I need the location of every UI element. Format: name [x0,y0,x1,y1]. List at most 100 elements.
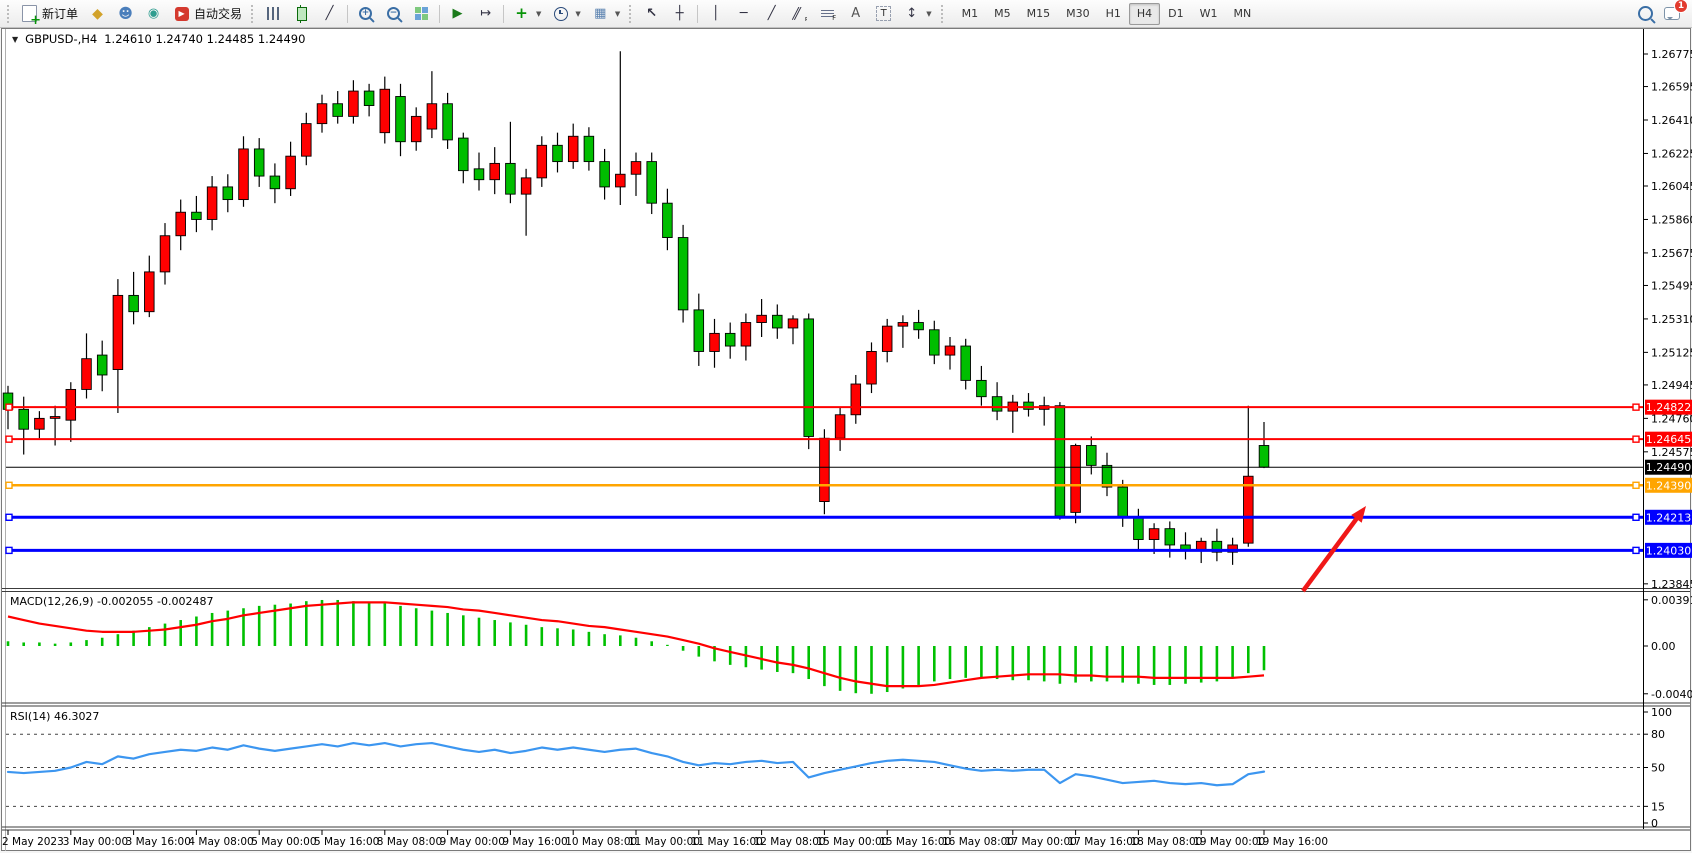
hline-handle[interactable] [1632,435,1640,443]
auto-trading-label: 自动交易 [194,7,243,21]
candle-down [18,408,29,430]
hline-handle[interactable] [5,435,13,443]
price-badge-label: 1.24490 [1646,461,1692,474]
text-label-button[interactable]: T [870,2,897,26]
horizontal-line-button[interactable]: ─ [730,2,757,26]
zoom-out-button[interactable]: − [380,2,407,26]
candlestick-chart-button[interactable] [288,2,315,26]
candle-down [991,396,1003,412]
time-axis-label: 5 May 16:00 [314,836,379,848]
channel-button[interactable]: ╱╱ E [786,2,813,26]
timeframe-M15[interactable]: M15 [1026,7,1051,20]
search-icon[interactable] [1638,6,1653,21]
hline-handle[interactable] [5,546,13,555]
tile-windows-button[interactable] [408,2,435,26]
candle-down [1086,445,1097,466]
toolbar-grip[interactable] [940,4,946,23]
toolbar-grip[interactable] [7,4,12,23]
price-badge-label: 1.24822 [1646,401,1692,414]
price-badge-support-2 [1645,542,1692,558]
svg-text:1.25310: 1.25310 [1651,313,1692,326]
candle-down [191,211,202,220]
candle-down [662,202,673,238]
new-order-icon [22,5,41,27]
auto-trading-button[interactable]: ▶ 自动交易 [168,2,247,26]
arrows-button[interactable]: ↕ ▼ [898,2,936,26]
toolbar-grip[interactable] [629,4,634,23]
time-axis-label: 17 May 16:00 [1068,836,1140,848]
horizontal-lines[interactable]: 1.24822 1.24645 1.24490 1.24390 1.24213 1.240… [5,399,1692,558]
fibonacci-icon: F [821,8,836,22]
timeframe-M1[interactable]: M1 [961,7,979,20]
auto-scroll-button[interactable]: ▶ [444,2,471,26]
candle-up [615,173,626,188]
text-button[interactable]: A [842,2,869,26]
periods-button[interactable]: ▼ [547,2,585,26]
timeframe-M5[interactable]: M5 [994,7,1011,20]
zoom-in-button[interactable]: + [352,2,379,26]
hline-handle[interactable] [1632,513,1640,521]
cursor-button[interactable]: ↖ [638,2,665,26]
price-badge-resistance-1 [1645,399,1692,415]
candle-down [583,135,595,163]
annotation-arrow[interactable] [1301,506,1366,593]
svg-text:1.25125: 1.25125 [1651,346,1692,359]
vertical-line-button[interactable]: │ [702,2,729,26]
timeframe-H1[interactable]: H1 [1105,7,1121,20]
candle-up [834,414,846,439]
timeframe-M30[interactable]: M30 [1066,7,1090,20]
candlestick-icon [296,4,307,23]
chart-title: ▼ GBPUSD-,H4 1.24610 1.24740 1.24485 1.2… [12,32,305,46]
chat-button[interactable]: 1 [1663,0,1688,22]
timeframe-W1[interactable]: W1 [1199,7,1218,20]
quote-ohlc-label: 1.24610 1.24740 1.24485 1.24490 [104,32,306,46]
toolbar-grip[interactable] [251,4,256,23]
rsi-line [6,741,1266,787]
price-badge-support-1 [1645,509,1692,525]
new-order-button[interactable]: 新订单 [16,2,83,27]
hline-handle[interactable] [1632,481,1640,489]
price-badge-pivot-orange [1645,477,1692,493]
hline-handle[interactable] [5,513,13,521]
fibonacci-button[interactable]: F [814,2,841,26]
time-axis-label: 17 May 00:00 [1005,836,1077,848]
candle-up [756,314,767,323]
candle-up [316,103,328,125]
signals-button[interactable]: ◉ [140,2,167,26]
profiles-button[interactable]: ☻ [112,2,139,26]
styles-button[interactable]: ◆ [84,2,111,26]
hline-handle[interactable] [5,403,13,411]
hline-handle[interactable] [5,481,13,489]
time-axis-label: 19 May 16:00 [1256,836,1328,848]
candle-down [724,332,736,347]
timeframe-D1[interactable]: D1 [1168,7,1184,20]
chart-shift-button[interactable]: ↦ [472,2,499,26]
price-badge-label: 1.24645 [1646,433,1692,446]
templates-button[interactable]: ▦ ▼ [587,2,625,26]
rsi-panel: 100 80 50 15 0 [6,706,1672,830]
collapse-triangle-icon[interactable]: ▼ [12,34,19,44]
bar-chart-button[interactable] [260,2,287,26]
time-axis-label: 10 May 08:00 [565,836,637,848]
candle-down [458,137,469,172]
svg-text:1.26595: 1.26595 [1651,81,1692,94]
indicators-button[interactable]: + ▼ [508,2,546,26]
timeframe-H4[interactable]: H4 [1128,2,1161,25]
candle-down [913,322,924,331]
candle-up [285,155,296,190]
timeframe-MN[interactable]: MN [1233,7,1252,20]
hline-handle[interactable] [1632,403,1640,411]
crosshair-button[interactable]: ┼ [666,2,693,26]
line-chart-button[interactable]: ╱ [316,2,343,26]
time-axis-label: 5 May 00:00 [251,836,316,848]
trendline-button[interactable]: ╱ [758,2,785,26]
time-axis-label: 9 May 16:00 [502,836,567,848]
candle-up [819,437,830,503]
candle-down [772,314,783,329]
hline-handle[interactable] [1632,546,1640,555]
candle-up [175,211,186,237]
time-axis-label: 11 May 00:00 [628,836,700,848]
candle-down [803,318,814,437]
candle-up [709,332,720,352]
